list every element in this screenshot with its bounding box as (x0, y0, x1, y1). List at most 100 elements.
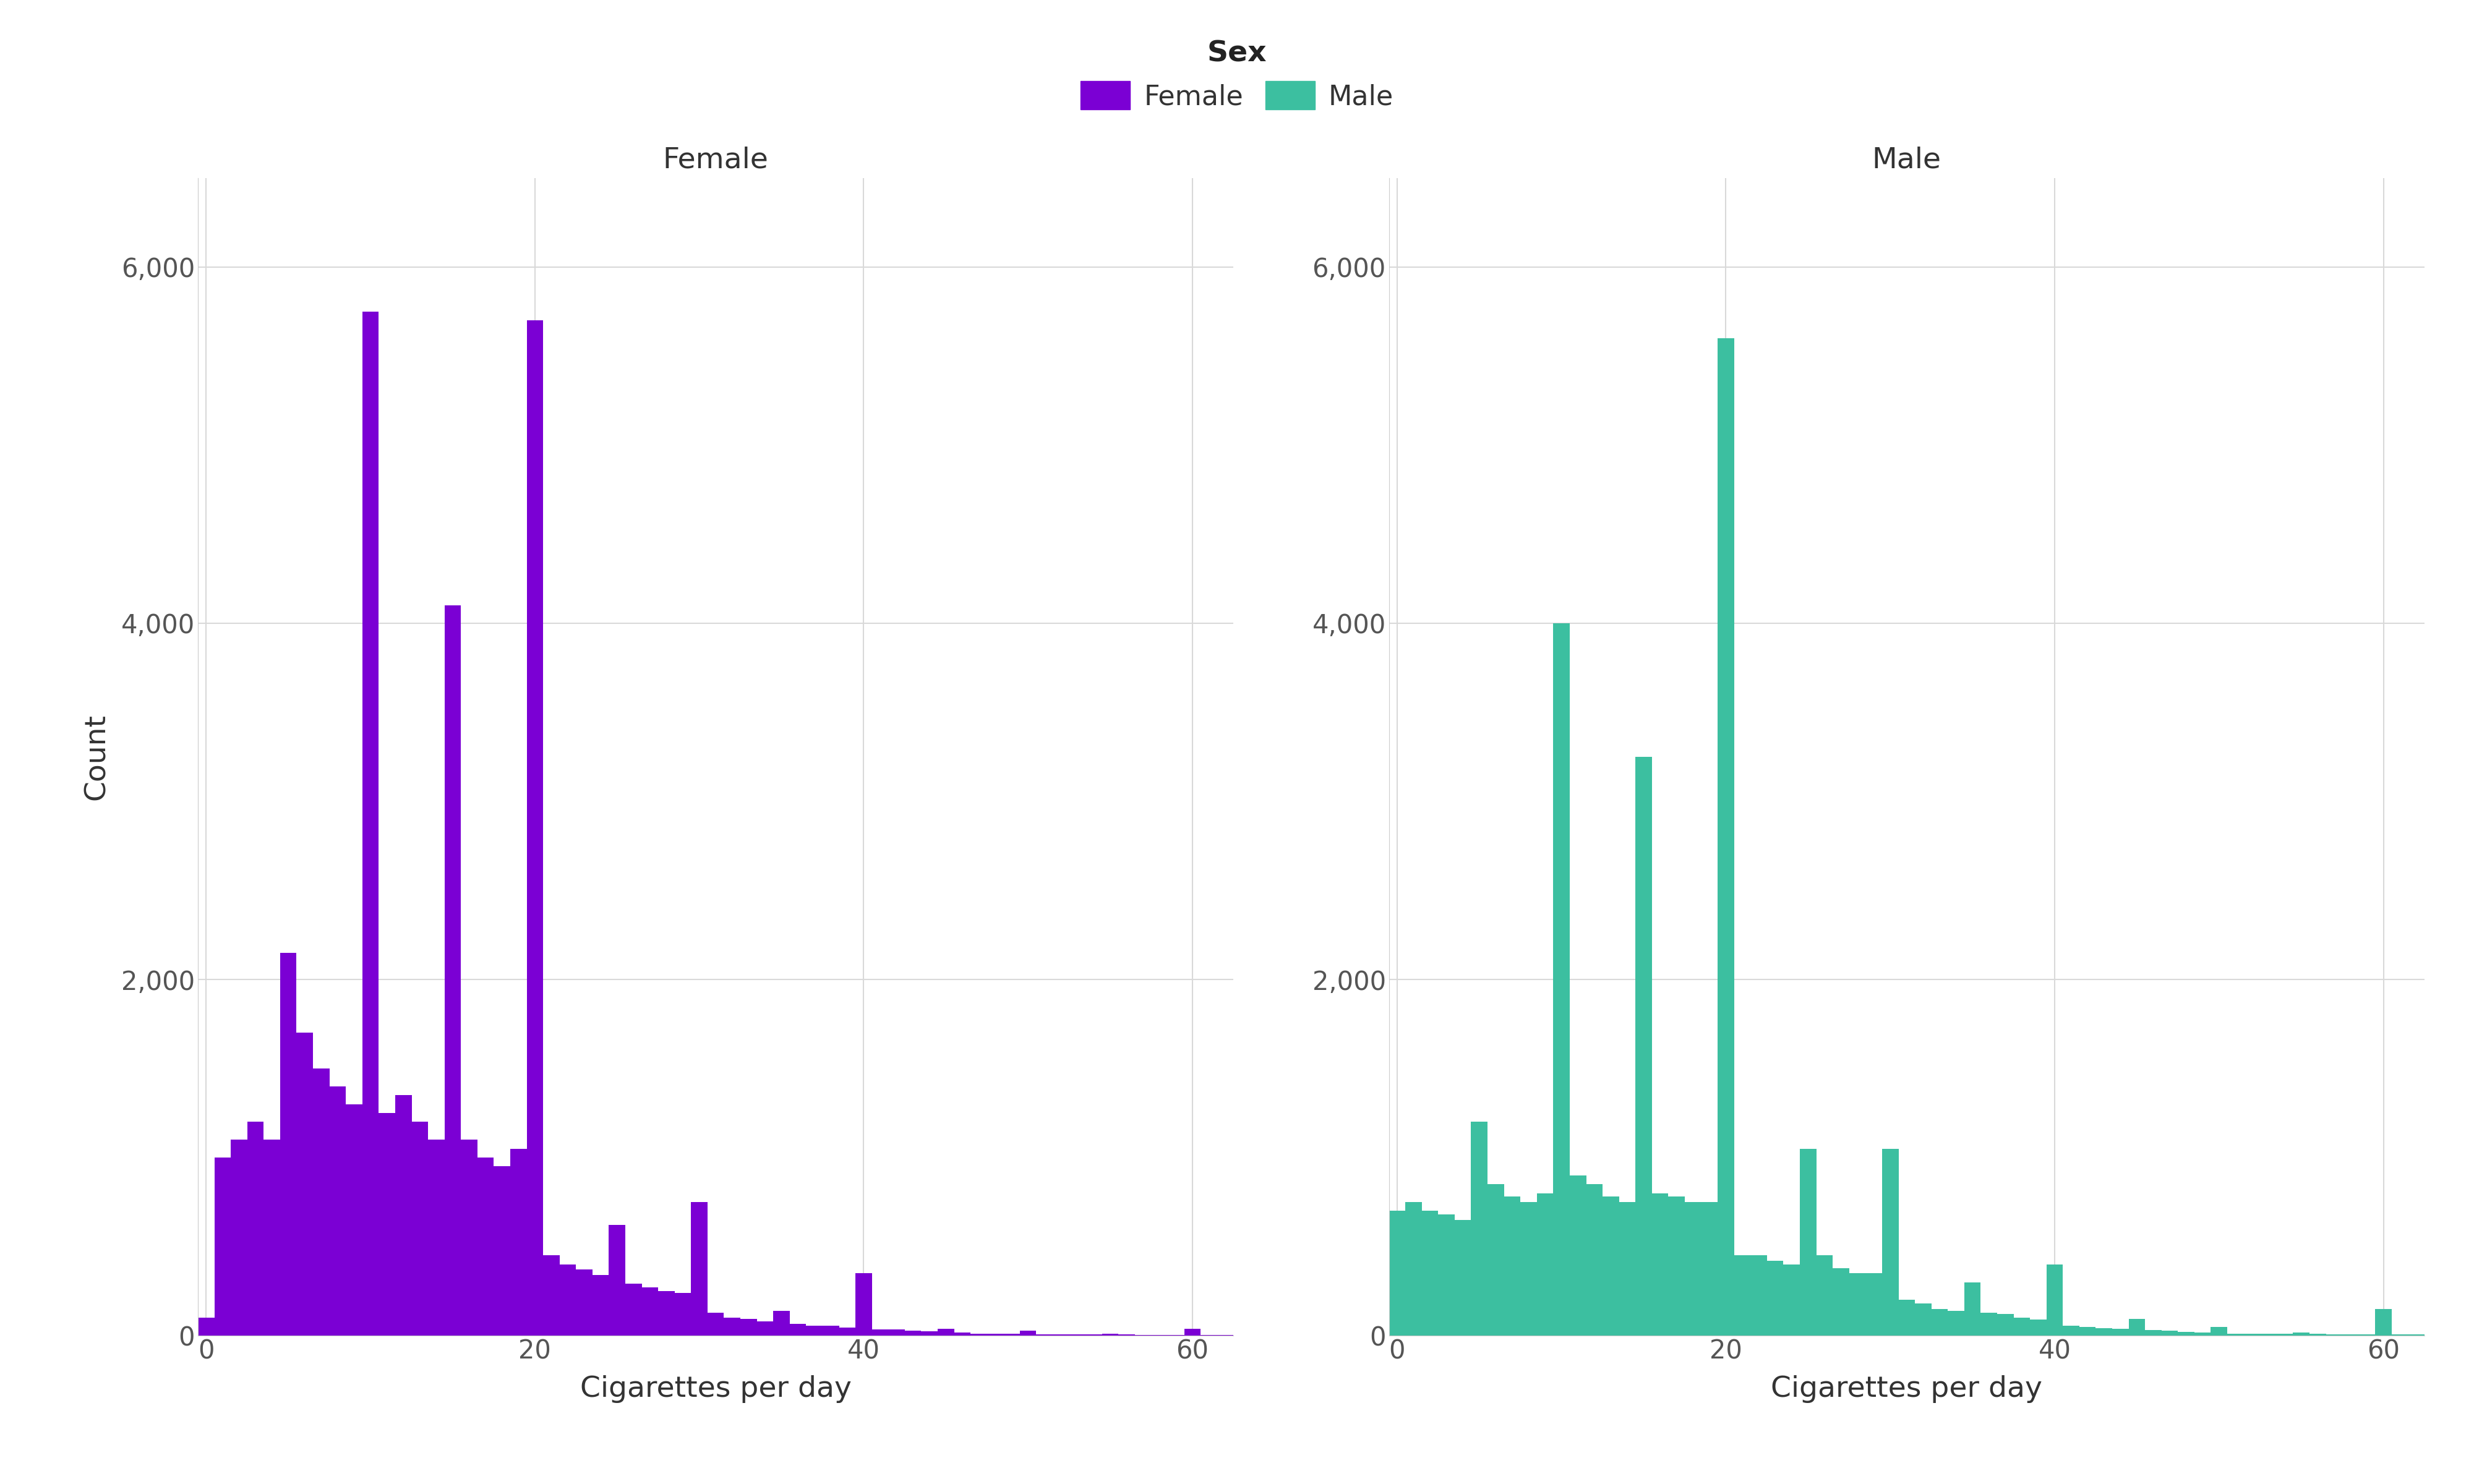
Bar (527, 321, 544, 1336)
Bar (1004, 1334, 1019, 1336)
Bar (641, 1288, 658, 1336)
Bar (2128, 1319, 2145, 1336)
Bar (2227, 1334, 2244, 1336)
Bar (1101, 1334, 1118, 1336)
Bar (1915, 1303, 1932, 1336)
Bar (1801, 1149, 1816, 1336)
Bar (1667, 1196, 1685, 1336)
Bar (510, 1149, 527, 1336)
Bar (2031, 1319, 2046, 1336)
Bar (690, 1202, 708, 1336)
Bar (1898, 1300, 1915, 1336)
Title: Male: Male (1873, 145, 1942, 174)
Bar (1848, 1273, 1865, 1336)
Bar (297, 1033, 314, 1336)
Bar (1504, 1196, 1522, 1336)
Bar (740, 1319, 757, 1336)
Bar (1784, 1264, 1801, 1336)
Bar (1865, 1273, 1883, 1336)
Bar (2046, 1264, 2063, 1336)
Bar (987, 1334, 1004, 1336)
Bar (2244, 1334, 2261, 1336)
Bar (708, 1312, 725, 1336)
Bar (428, 1140, 445, 1336)
Bar (1388, 1211, 1405, 1336)
Bar (1964, 1282, 1982, 1336)
Bar (1752, 1255, 1766, 1336)
Bar (609, 1226, 626, 1336)
Bar (1586, 1184, 1603, 1336)
Bar (1487, 1184, 1504, 1336)
Bar (544, 1255, 559, 1336)
Bar (1536, 1193, 1554, 1336)
Bar (460, 1140, 477, 1336)
Bar (920, 1331, 938, 1336)
Bar (1883, 1149, 1898, 1336)
Bar (1766, 1261, 1784, 1336)
Bar (2276, 1334, 2293, 1336)
Bar (1833, 1267, 1848, 1336)
Bar (396, 1095, 411, 1336)
Bar (856, 1273, 871, 1336)
Bar (1185, 1328, 1200, 1336)
Bar (576, 1270, 591, 1336)
Bar (871, 1330, 888, 1336)
Bar (591, 1275, 609, 1336)
Bar (1472, 1122, 1487, 1336)
Bar (2177, 1331, 2194, 1336)
Bar (955, 1333, 970, 1336)
Bar (215, 1158, 230, 1336)
Bar (1554, 623, 1569, 1336)
Bar (970, 1334, 987, 1336)
Bar (626, 1284, 641, 1336)
Bar (658, 1291, 675, 1336)
Bar (265, 1140, 280, 1336)
Bar (821, 1325, 839, 1336)
Bar (1734, 1255, 1752, 1336)
Bar (495, 1166, 510, 1336)
Bar (1982, 1312, 1997, 1336)
Bar (230, 1140, 247, 1336)
Bar (2194, 1333, 2212, 1336)
Bar (346, 1104, 361, 1336)
Bar (329, 1086, 346, 1336)
Bar (2078, 1327, 2095, 1336)
Bar (1455, 1220, 1472, 1336)
Bar (411, 1122, 428, 1336)
Bar (1932, 1309, 1947, 1336)
Bar (1603, 1196, 1618, 1336)
Bar (757, 1321, 774, 1336)
Y-axis label: Count: Count (84, 714, 111, 800)
Bar (280, 953, 297, 1336)
Bar (888, 1330, 905, 1336)
Bar (1019, 1331, 1037, 1336)
Bar (839, 1328, 856, 1336)
Bar (938, 1328, 955, 1336)
Bar (2212, 1327, 2227, 1336)
Bar (1618, 1202, 1635, 1336)
Bar (1437, 1214, 1455, 1336)
Bar (2308, 1334, 2326, 1336)
Bar (2095, 1328, 2113, 1336)
Bar (2063, 1325, 2078, 1336)
X-axis label: Cigarettes per day: Cigarettes per day (1771, 1374, 2044, 1402)
Bar (1816, 1255, 1833, 1336)
Bar (1947, 1310, 1964, 1336)
Bar (198, 1318, 215, 1336)
Bar (2261, 1334, 2276, 1336)
Bar (379, 1113, 396, 1336)
Bar (1997, 1315, 2014, 1336)
Bar (477, 1158, 495, 1336)
Bar (1569, 1175, 1586, 1336)
Bar (559, 1264, 576, 1336)
Bar (2113, 1328, 2128, 1336)
Bar (1717, 338, 1734, 1336)
X-axis label: Cigarettes per day: Cigarettes per day (579, 1374, 851, 1402)
Bar (2293, 1333, 2308, 1336)
Bar (1522, 1202, 1536, 1336)
Bar (1405, 1202, 1423, 1336)
Bar (1635, 757, 1653, 1336)
Bar (1685, 1202, 1702, 1336)
Bar (905, 1331, 920, 1336)
Title: Female: Female (663, 145, 769, 174)
